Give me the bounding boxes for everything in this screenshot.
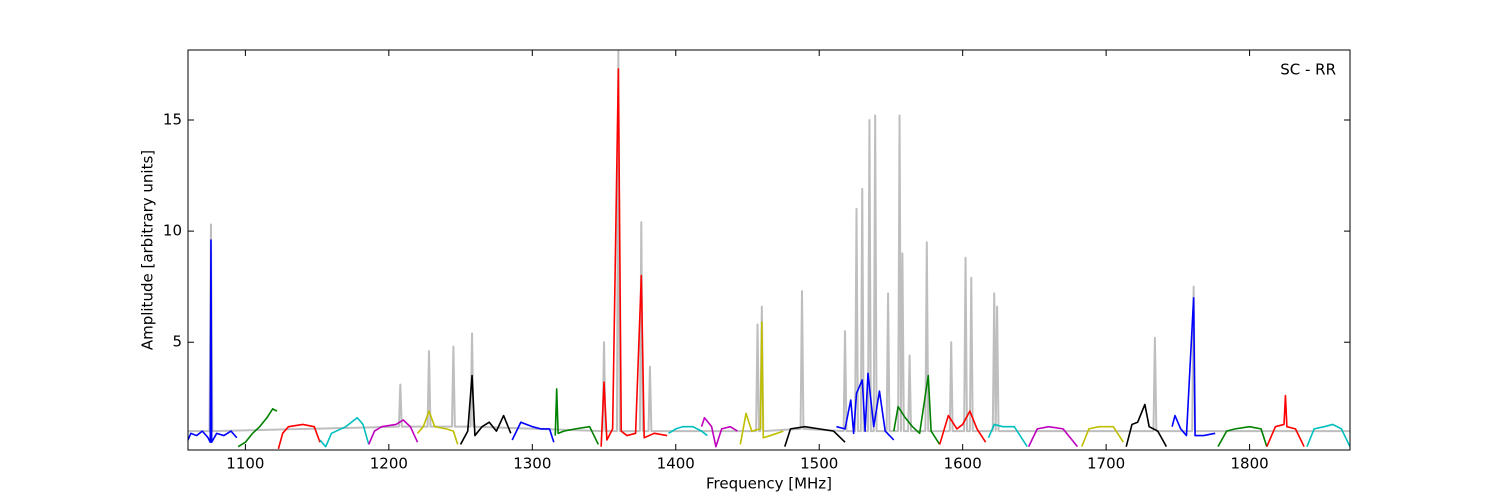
x-tick-label: 1700 bbox=[1087, 455, 1125, 473]
x-tick-label: 1600 bbox=[944, 455, 982, 473]
series-line bbox=[277, 423, 321, 450]
series-line bbox=[319, 416, 370, 448]
series-line bbox=[554, 388, 600, 445]
plot-frame bbox=[187, 49, 1351, 451]
series-line bbox=[511, 421, 555, 443]
series-line bbox=[416, 410, 459, 445]
series-line bbox=[188, 50, 1350, 433]
series-line bbox=[938, 410, 987, 445]
x-tick-label: 1800 bbox=[1230, 455, 1268, 473]
x-tick-label: 1400 bbox=[657, 455, 695, 473]
x-tick-label: 1200 bbox=[370, 455, 408, 473]
series-line bbox=[739, 321, 784, 445]
series-line bbox=[893, 374, 941, 445]
series-line bbox=[188, 239, 238, 444]
series-line bbox=[1266, 394, 1305, 448]
y-tick-label: 15 bbox=[163, 111, 182, 129]
x-tick-label: 1300 bbox=[513, 455, 551, 473]
series-line bbox=[600, 68, 668, 447]
y-tick-label: 10 bbox=[163, 222, 182, 240]
series-line bbox=[1217, 425, 1268, 448]
series-line bbox=[368, 419, 419, 445]
series-line bbox=[836, 372, 895, 441]
series-line bbox=[668, 425, 708, 437]
annotation: SC - RR bbox=[1280, 61, 1336, 79]
series-line bbox=[1080, 425, 1125, 447]
series-line bbox=[459, 374, 512, 445]
series-line bbox=[1027, 425, 1079, 448]
y-tick-label: 5 bbox=[172, 333, 182, 351]
y-axis-label: Amplitude [arbitrary units] bbox=[139, 150, 157, 350]
series-line bbox=[784, 425, 846, 447]
series-line bbox=[1125, 403, 1168, 448]
series-line bbox=[1306, 423, 1350, 448]
series-line bbox=[237, 408, 278, 448]
x-axis-label: Frequency [MHz] bbox=[706, 475, 832, 493]
series-line bbox=[987, 423, 1028, 448]
series-line bbox=[700, 416, 738, 448]
x-tick-label: 1100 bbox=[226, 455, 264, 473]
series-line bbox=[1171, 296, 1216, 437]
x-tick-label: 1500 bbox=[800, 455, 838, 473]
